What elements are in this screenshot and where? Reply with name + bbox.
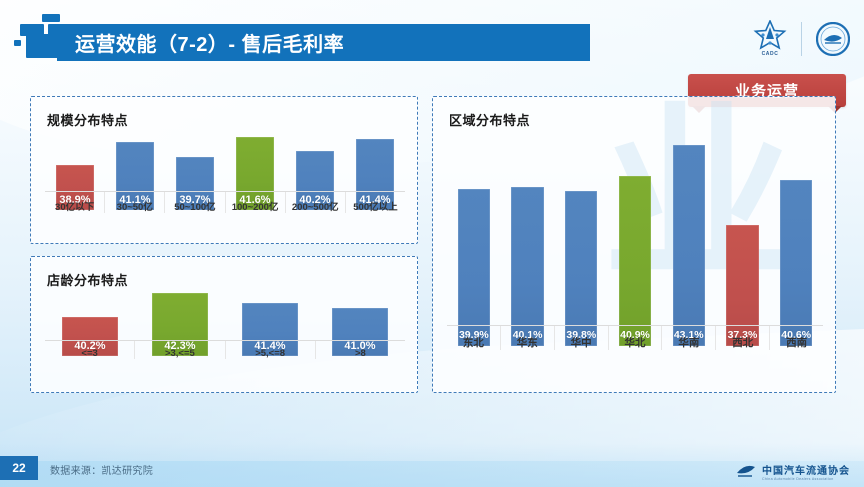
chart-region-xaxis: 东北 华东 华中 华北 华南 西北 西南 <box>447 325 823 350</box>
section-badge-label: 业务运营 <box>734 83 799 100</box>
bar: 40.2% <box>296 151 334 210</box>
bar: 43.1% <box>672 145 705 346</box>
cadc-star-icon <box>753 20 787 50</box>
bar: 41.4% <box>242 303 298 356</box>
footer-association-logo: 中国汽车流通协会 China Automobile Dealers Associ… <box>735 461 850 481</box>
chart-scale-distribution: 38.9% 41.1% 39.7% 41.6% 40.2% 41.4% <box>45 137 405 210</box>
cada-circle-emblem-icon <box>816 21 850 56</box>
bar: 40.2% <box>62 316 118 356</box>
slide-title-bar: 运营效能（7-2）- 售后毛利率 <box>57 24 590 61</box>
panel-age-distribution: 店龄分布特点 40.2% 42.3% 41.4% 41.0% <=3 >3,<=5 >5,… <box>30 256 418 393</box>
cadc-logo: CADC <box>753 20 787 57</box>
page-number: 22 <box>0 456 38 480</box>
panel-age-title: 店龄分布特点 <box>47 273 129 288</box>
bar-value-label: 40.2% <box>299 194 331 206</box>
logo-divider <box>801 21 802 56</box>
page-title: 运营效能（7-2）- 售后毛利率 <box>75 34 345 56</box>
bar-slot: 40.1% <box>501 145 555 346</box>
bar-slot: 37.3% <box>716 145 770 346</box>
axis-tick-label: 华北 <box>607 326 662 350</box>
bar: 39.7% <box>176 156 214 210</box>
bar: 39.8% <box>565 190 598 346</box>
bar-slot: 39.9% <box>447 145 501 346</box>
cada-emblem-logo <box>816 21 850 56</box>
bar-value-label: 39.9% <box>458 329 489 341</box>
bar-value-label: 41.4% <box>254 340 286 352</box>
bar-slot: 41.1% <box>105 137 165 210</box>
footer-logo-cn: 中国汽车流通协会 <box>762 465 850 477</box>
axis-tick-label: 东北 <box>462 337 484 349</box>
axis-tick-label: 华东 <box>499 326 554 350</box>
bar: 41.6% <box>236 137 274 210</box>
axis-tick-label: 华南 <box>661 326 715 350</box>
bar: 41.0% <box>332 307 388 356</box>
bar-slot: 38.9% <box>45 137 105 210</box>
bar-value-label: 37.3% <box>727 329 758 341</box>
axis-tick-label: 西北 <box>715 326 769 350</box>
bar-value-label: 39.8% <box>566 329 597 341</box>
bar-slot: 41.4% <box>345 137 405 210</box>
chart-scale-xaxis: 30亿以下 30~50亿 50~100亿 100~200亿 200~500亿 500亿以上 <box>45 191 405 213</box>
bar-value-label: 40.6% <box>781 329 812 341</box>
bar-value-label: 43.1% <box>673 329 704 341</box>
chart-age-xaxis: <=3 >3,<=5 >5,<=8 >8 <box>45 340 405 359</box>
bar-value-label: 41.6% <box>239 194 271 206</box>
axis-tick-label: 50~100亿 <box>164 192 224 213</box>
bar-slot: 41.6% <box>225 137 285 210</box>
cadc-logo-caption: CADC <box>761 51 779 57</box>
bar-slot: 42.3% <box>135 293 225 356</box>
footer-band <box>0 443 864 487</box>
footer-logo-en: China Automobile Dealers Association <box>762 476 834 481</box>
bar-value-label: 38.9% <box>59 194 91 206</box>
bar-value-label: 41.4% <box>359 194 391 206</box>
bar-slot: 40.2% <box>45 293 135 356</box>
chart-age-distribution: 40.2% 42.3% 41.4% 41.0% <box>45 293 405 356</box>
axis-tick-label: <=3 <box>81 348 98 359</box>
axis-tick-label: 华中 <box>553 326 608 350</box>
footer-source-note: 数据来源：凯达研究院 <box>50 466 153 477</box>
axis-tick-label: 500亿以上 <box>344 192 405 213</box>
axis-tick-label: >5,<=8 <box>224 341 315 359</box>
panel-region-distribution: 业 区域分布特点 39.9%40.1%39.8%40.9%43.1%37.3%4… <box>432 96 836 393</box>
chart-region-distribution: 39.9% 40.1% 39.8% 40.9% 43.1% 37.3% 40.6% <box>447 145 823 346</box>
footer-logo-text: 中国汽车流通协会 China Automobile Dealers Associ… <box>762 462 850 481</box>
bar-value-label: 39.7% <box>179 194 211 206</box>
header-logos: CADC <box>753 20 850 57</box>
axis-tick-label: >3,<=5 <box>134 341 224 359</box>
bar: 39.9% <box>457 189 490 346</box>
bar: 40.1% <box>511 186 544 346</box>
bar-value-label: 41.0% <box>344 340 376 352</box>
bar-slot: 43.1% <box>662 145 716 346</box>
axis-tick-label: 西南 <box>769 326 823 350</box>
bar-slot: 40.6% <box>769 145 823 346</box>
bar-slot: 40.9% <box>608 145 662 346</box>
bar-value-label: 40.2% <box>74 340 106 352</box>
bar-slot: 39.8% <box>554 145 608 346</box>
bar: 41.4% <box>356 139 394 210</box>
bar-value-label: 40.1% <box>512 329 543 341</box>
bar-value-label: 41.1% <box>119 194 151 206</box>
panel-scale-distribution: 规模分布特点 38.9% 41.1% 39.7% 41.6% 40.2% 41.4% 30… <box>30 96 418 244</box>
bar: 40.6% <box>780 179 813 346</box>
cada-footer-icon <box>737 465 755 477</box>
bar: 38.9% <box>56 164 94 210</box>
axis-tick-label: 30~50亿 <box>104 192 164 213</box>
bar: 42.3% <box>152 293 208 356</box>
axis-tick-label: 100~200亿 <box>224 192 285 213</box>
axis-tick-label: 30亿以下 <box>55 202 95 213</box>
axis-tick-label: >8 <box>314 341 405 359</box>
bar-slot: 39.7% <box>165 137 225 210</box>
bar-value-label: 42.3% <box>164 340 196 352</box>
bar-value-label: 40.9% <box>620 329 650 341</box>
bar-slot: 41.0% <box>315 293 405 356</box>
bar: 40.9% <box>618 175 652 346</box>
bar: 41.1% <box>116 142 154 210</box>
axis-tick-label: 200~500亿 <box>284 192 345 213</box>
panel-scale-title: 规模分布特点 <box>47 113 129 128</box>
panel-region-title: 区域分布特点 <box>449 113 531 128</box>
bar-slot: 40.2% <box>285 137 345 210</box>
bar-slot: 41.4% <box>225 293 315 356</box>
